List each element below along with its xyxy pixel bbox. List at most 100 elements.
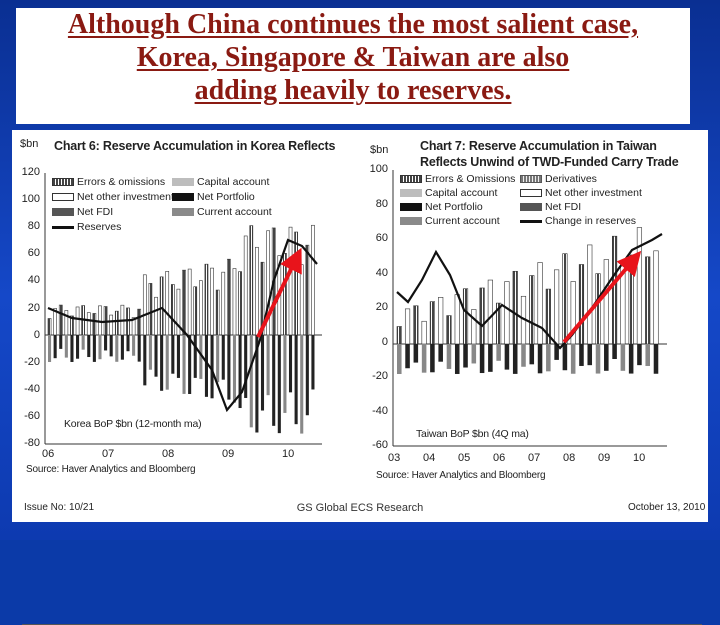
bar-positive [438, 297, 444, 345]
bar-positive [578, 264, 585, 345]
bar-negative [546, 344, 551, 372]
bar-positive [628, 254, 634, 345]
bar-positive [429, 301, 435, 345]
bar-positive [504, 281, 510, 345]
bar-negative [272, 335, 276, 426]
bar-positive [227, 258, 231, 336]
bar-positive [58, 304, 63, 336]
taiwan-y-tick: 100 [369, 163, 388, 175]
korea-y-tick: 120 [21, 166, 40, 178]
bar-positive [454, 294, 460, 345]
korea-legend-errors: Errors & omissions [52, 176, 165, 189]
bar-negative [288, 335, 293, 393]
bar-positive [587, 244, 593, 345]
bar-positive [554, 269, 560, 345]
bar-positive [148, 283, 153, 336]
bar-negative [300, 335, 304, 434]
taiwan-y-tick: 20 [375, 301, 388, 313]
korea-y-tick: 0 [33, 328, 40, 341]
bar-positive [86, 312, 91, 336]
bar-negative [277, 335, 281, 434]
bar-negative [620, 344, 626, 371]
bar-positive [114, 310, 119, 336]
charts-graphic [44, 170, 667, 447]
bar-negative [554, 344, 559, 360]
bar-positive [404, 308, 411, 345]
bar-positive [221, 271, 226, 336]
bar-negative [120, 335, 124, 360]
bar-positive [311, 224, 315, 336]
korea-y-tick: -20 [24, 355, 40, 368]
bar-negative [595, 344, 601, 374]
taiwan-y-tick: 80 [375, 197, 388, 210]
bar-positive [199, 280, 203, 336]
taiwan-legend-net-other: Net other investment [520, 187, 642, 200]
chart-panel: $bn Chart 6: Reserve Accumulation in Kor… [12, 130, 708, 625]
korea-y-tick: 100 [21, 193, 40, 206]
title-line-2: Korea, Singapore & Taiwan are also [136, 42, 570, 73]
bar-positive [159, 276, 164, 336]
bar-positive [142, 274, 147, 336]
korea-y-tick: 60 [27, 247, 40, 260]
bar-negative [76, 335, 80, 359]
korea-source: Source: Haver Analytics and Bloomberg [26, 464, 196, 475]
taiwan-chart-title-1: Chart 7: Reserve Accumulation in Taiwan [420, 139, 657, 153]
bar-negative [160, 335, 164, 391]
bar-negative [53, 335, 57, 359]
taiwan-legend-portfolio: Net Portfolio [400, 201, 483, 214]
taiwan-y-tick: -40 [372, 404, 388, 417]
bar-positive [446, 315, 452, 345]
bar-positive [653, 250, 659, 345]
bar-negative [182, 335, 186, 394]
bar-negative [132, 335, 136, 356]
bar-negative [488, 344, 493, 372]
bar-negative [579, 344, 584, 366]
korea-x-tick: 08 [162, 448, 175, 460]
korea-legend-net-other: Net other investment [52, 191, 174, 204]
bar-negative [70, 335, 74, 362]
bar-negative [421, 344, 427, 373]
korea-legend-portfolio: Net Portfolio [172, 191, 255, 204]
bar-negative [249, 335, 253, 428]
bar-negative [238, 335, 242, 409]
taiwan-chart-title-2: Reflects Unwind of TWD-Funded Carry Trad… [420, 155, 679, 169]
bar-negative [216, 335, 220, 383]
taiwan-x-tick: 03 [388, 452, 401, 464]
bar-positive [210, 267, 214, 336]
footer-center-text: GS Global ECS Research [296, 502, 424, 514]
bar-negative [512, 344, 518, 374]
bar-negative [604, 344, 609, 371]
taiwan-y-tick: -20 [372, 370, 388, 382]
bar-negative [311, 335, 315, 390]
taiwan-x-tick: 08 [563, 452, 576, 464]
bar-negative [188, 335, 192, 394]
taiwan-x-tick: 06 [493, 452, 506, 464]
bar-negative [126, 335, 130, 352]
bar-negative [92, 335, 96, 362]
bar-negative [537, 344, 543, 374]
korea-x-tick: 07 [102, 448, 115, 460]
korea-plot-area [44, 173, 322, 445]
bar-negative [305, 335, 309, 416]
taiwan-legend-current: Current account [400, 215, 500, 228]
bar-positive [249, 225, 254, 336]
bar-positive [294, 231, 298, 336]
bar-negative [137, 335, 141, 362]
bar-negative [154, 335, 158, 377]
bar-negative [645, 344, 650, 366]
bar-negative [165, 335, 169, 390]
bar-negative [438, 344, 443, 362]
bar-positive [165, 271, 170, 336]
taiwan-x-tick: 09 [598, 452, 611, 464]
bar-positive [215, 289, 220, 336]
taiwan-inner-label: Taiwan BoP $bn (4Q ma) [416, 428, 529, 440]
slide-title: Although China continues the most salien… [16, 8, 690, 124]
bar-negative [227, 335, 231, 400]
korea-legend-reserves: Reserves [52, 221, 121, 234]
korea-y-tick: 40 [27, 274, 40, 287]
bar-negative [454, 344, 460, 374]
bar-negative [653, 344, 659, 374]
korea-inner-label: Korea BoP $bn (12-month ma) [64, 418, 202, 430]
taiwan-y-tick: 0 [381, 335, 388, 348]
taiwan-plot-area [392, 170, 667, 447]
